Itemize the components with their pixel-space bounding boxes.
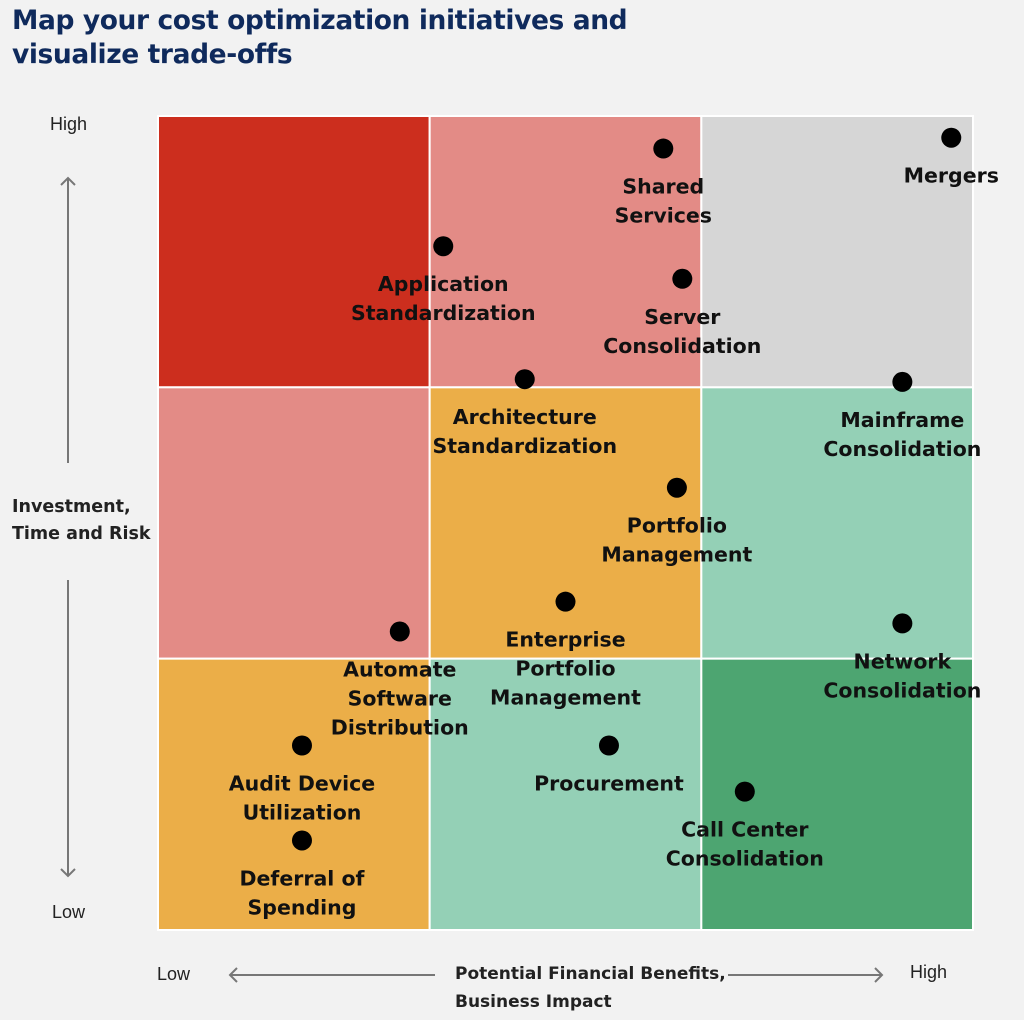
initiative-point: Enterprise Portfolio Management xyxy=(490,591,641,710)
point-marker xyxy=(291,735,312,756)
initiative-point: Application Standardization xyxy=(351,236,536,325)
x-axis-low-label: Low xyxy=(157,964,191,984)
matrix-cell-r0-c0 xyxy=(157,115,431,389)
point-label-line: Software xyxy=(348,687,452,711)
point-marker xyxy=(389,621,410,642)
y-axis-high-label: High xyxy=(50,114,88,134)
point-label-line: Utilization xyxy=(243,800,362,824)
point-label-line: Management xyxy=(601,543,752,567)
point-label-line: Automate xyxy=(343,658,456,682)
initiative-point: Procurement xyxy=(534,735,684,795)
point-label-line: Consolidation xyxy=(823,437,981,461)
y-axis-title-line-1: Investment, xyxy=(12,497,131,517)
matrix-cell-r0-c2 xyxy=(700,115,974,389)
initiative-point: Server Consolidation xyxy=(603,268,761,358)
point-label-line: Deferral of xyxy=(239,866,365,890)
point-label: Server Consolidation xyxy=(603,305,761,358)
matrix-cell-r1-c0 xyxy=(157,386,431,660)
initiative-point: Audit Device Utilization xyxy=(229,735,375,824)
point-marker xyxy=(555,591,576,612)
point-label-line: Portfolio xyxy=(627,514,727,538)
initiative-point: Architecture Standardization xyxy=(432,369,617,458)
point-marker xyxy=(666,477,687,498)
x-axis-high-label: High xyxy=(910,962,948,982)
chart-title: Map your cost optimization initiatives a… xyxy=(12,4,672,72)
point-marker xyxy=(598,735,619,756)
chart-title-line-1: Map your cost optimization initiatives a… xyxy=(12,5,628,36)
initiative-point: Mainframe Consolidation xyxy=(823,371,981,461)
x-axis-title-line-1: Potential Financial Benefits, xyxy=(455,964,726,984)
axis-arrows xyxy=(60,176,884,983)
matrix-cell-r0-c1 xyxy=(428,115,703,389)
point-label: Mergers xyxy=(904,164,999,188)
point-label-line: Procurement xyxy=(534,771,684,795)
point-label-line: Standardization xyxy=(351,301,536,325)
matrix-cell-r2-c0 xyxy=(157,657,431,932)
x-axis-title-line-2: Business Impact xyxy=(455,992,612,1012)
point-label-line: Application xyxy=(378,272,509,296)
matrix-cells xyxy=(157,115,974,932)
point-marker xyxy=(734,781,755,802)
point-label: Mainframe Consolidation xyxy=(823,408,981,461)
matrix-cell-r1-c2 xyxy=(700,386,974,660)
initiative-point: Portfolio Management xyxy=(601,477,753,567)
point-label: Architecture Standardization xyxy=(432,405,617,458)
point-label-line: Management xyxy=(490,686,641,710)
point-label-line: Distribution xyxy=(331,716,469,740)
point-label: Application Standardization xyxy=(351,272,536,325)
initiative-points: Mergers Shared Services Application Standard… xyxy=(229,127,999,919)
initiative-point: Network Consolidation xyxy=(823,613,981,702)
point-label: Portfolio Management xyxy=(601,514,752,567)
initiative-point: Deferral of Spending xyxy=(239,830,366,919)
point-label-line: Network xyxy=(854,649,953,673)
point-label: Audit Device Utilization xyxy=(229,771,375,824)
point-marker xyxy=(291,830,312,851)
y-axis-low-label: Low xyxy=(52,902,86,922)
point-label-line: Spending xyxy=(248,895,357,919)
point-label: Call Center Consolidation xyxy=(666,818,824,871)
point-marker xyxy=(941,127,962,148)
point-label-line: Mainframe xyxy=(840,408,964,432)
point-label-line: Server xyxy=(644,305,721,329)
point-marker xyxy=(672,268,693,289)
point-marker xyxy=(433,236,454,257)
point-label: Procurement xyxy=(534,771,684,795)
point-label-line: Consolidation xyxy=(603,334,761,358)
point-label-line: Services xyxy=(615,204,712,228)
point-label: Network Consolidation xyxy=(823,649,981,702)
point-marker xyxy=(892,371,913,392)
initiative-point: Call Center Consolidation xyxy=(666,781,824,871)
point-label: Deferral of Spending xyxy=(239,866,365,919)
matrix-cell-r1-c1 xyxy=(428,386,703,660)
y-axis-title-line-2: Time and Risk xyxy=(12,524,151,544)
matrix-cell-r2-c1 xyxy=(428,657,703,932)
point-marker xyxy=(514,369,535,390)
chart-title-line-2: visualize trade-offs xyxy=(12,39,293,70)
point-label: Enterprise Portfolio Management xyxy=(490,628,641,710)
initiative-point: Mergers xyxy=(904,127,999,188)
initiative-point: Shared Services xyxy=(615,138,712,228)
x-axis-title: Potential Financial Benefits, Business I… xyxy=(455,960,726,1016)
point-label-line: Shared xyxy=(622,175,704,199)
point-label-line: Audit Device xyxy=(229,771,375,795)
point-label-line: Portfolio xyxy=(515,657,615,681)
point-label-line: Architecture xyxy=(453,405,597,429)
point-label-line: Mergers xyxy=(904,164,999,188)
point-label: Automate Software Distribution xyxy=(331,658,469,740)
point-label-line: Consolidation xyxy=(666,847,824,871)
y-axis-title: Investment, Time and Risk xyxy=(12,494,151,548)
point-marker xyxy=(653,138,674,159)
initiative-point: Automate Software Distribution xyxy=(331,621,469,740)
point-label-line: Standardization xyxy=(432,434,617,458)
point-label: Shared Services xyxy=(615,175,712,228)
point-marker xyxy=(892,613,913,634)
point-label-line: Consolidation xyxy=(823,678,981,702)
point-label-line: Enterprise xyxy=(505,628,625,652)
point-label-line: Call Center xyxy=(681,818,809,842)
